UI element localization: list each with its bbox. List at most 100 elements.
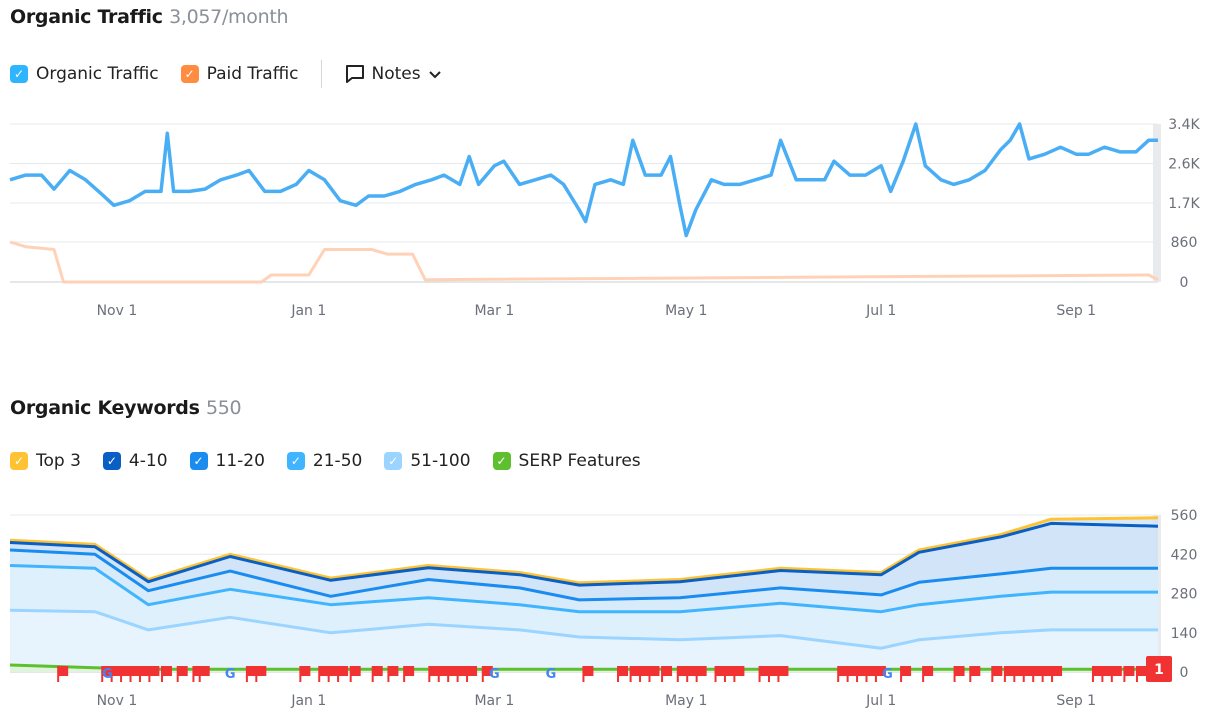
note-flag-icon[interactable] (327, 666, 339, 682)
y-tick-label: 0 (1180, 665, 1189, 681)
note-flag-icon[interactable] (991, 666, 1003, 682)
note-flag-icon[interactable] (138, 666, 150, 682)
legend-top3[interactable]: ✓ Top 3 (10, 451, 81, 471)
notes-dropdown[interactable]: Notes (344, 63, 443, 85)
legend-paid-traffic[interactable]: ✓ Paid Traffic (180, 64, 299, 84)
legend-51-100[interactable]: ✓ 51-100 (384, 451, 471, 471)
checkbox-icon[interactable]: ✓ (102, 452, 121, 470)
note-flag-icon[interactable] (676, 666, 688, 682)
note-flag-icon[interactable] (758, 666, 770, 682)
note-flag-icon[interactable] (1123, 666, 1135, 682)
chevron-down-icon (428, 71, 441, 79)
note-flag-icon[interactable] (837, 666, 849, 682)
note-flag-icon[interactable] (1101, 666, 1113, 682)
note-flag-icon[interactable] (639, 666, 651, 682)
series-line-11-20 (9, 548, 1158, 602)
note-flag-icon[interactable] (245, 666, 257, 682)
note-flag-icon[interactable] (428, 666, 440, 682)
x-tick-label: Jan 1 (290, 303, 326, 319)
note-flag-icon[interactable] (661, 666, 673, 682)
scroll-handle[interactable] (1153, 124, 1161, 282)
note-flag-icon[interactable] (856, 666, 868, 682)
google-update-icon[interactable]: G (882, 667, 893, 682)
note-flag-icon[interactable] (1110, 666, 1122, 682)
note-flag-icon[interactable] (198, 666, 210, 682)
note-flag-icon[interactable] (648, 666, 660, 682)
checkbox-icon[interactable]: ✓ (384, 452, 403, 470)
note-flag-icon[interactable] (456, 666, 468, 682)
legend-organic-traffic[interactable]: ✓ Organic Traffic (10, 64, 159, 84)
note-flag-icon[interactable] (1013, 666, 1025, 682)
note-flag-icon[interactable] (337, 666, 349, 682)
note-flag-icon[interactable] (1135, 666, 1147, 682)
note-flag-icon[interactable] (767, 666, 779, 682)
google-update-icon[interactable]: G (225, 667, 236, 682)
y-tick-label: 1.7K (1168, 196, 1200, 212)
note-flag-icon[interactable] (922, 666, 934, 682)
keywords-chart[interactable]: 560 420 280 140 0 Nov 1 Jan 1 Mar 1 May 1 Jul 1 Se… (0, 500, 1224, 717)
note-flag-icon[interactable] (299, 666, 311, 682)
note-flag-icon[interactable] (695, 666, 707, 682)
legend-11-20[interactable]: ✓ 11-20 (189, 451, 265, 471)
note-flag-icon[interactable] (349, 666, 361, 682)
checkbox-icon[interactable]: ✓ (10, 452, 28, 470)
note-flag-icon[interactable] (1051, 666, 1063, 682)
note-flag-icon[interactable] (723, 666, 735, 682)
note-flag-icon[interactable] (953, 666, 965, 682)
note-flag-icon[interactable] (582, 666, 594, 682)
checkbox-icon[interactable]: ✓ (286, 452, 305, 470)
note-flag-icon[interactable] (387, 666, 399, 682)
traffic-chart[interactable]: 3.4K 2.6K 1.7K 860 0 Nov 1 Jan 1 Mar 1 May 1 Jul … (0, 110, 1224, 330)
note-flag-icon[interactable] (176, 666, 188, 682)
note-flag-icon[interactable] (403, 666, 415, 682)
note-flag-icon[interactable] (629, 666, 641, 682)
note-flag-icon[interactable] (148, 666, 160, 682)
note-flag-icon[interactable] (865, 666, 877, 682)
note-flag-icon[interactable] (57, 666, 69, 682)
note-flag-icon[interactable] (1041, 666, 1053, 682)
note-flag-icon[interactable] (371, 666, 383, 682)
checkbox-icon[interactable]: ✓ (189, 452, 208, 470)
checkbox-icon[interactable]: ✓ (492, 452, 511, 470)
series-line-4-10 (9, 521, 1159, 587)
note-flag-icon[interactable] (318, 666, 330, 682)
y-tick-label: 280 (1171, 587, 1198, 603)
google-update-icon[interactable]: G (546, 667, 557, 682)
note-flag-icon[interactable] (714, 666, 726, 682)
google-update-icon[interactable]: G (102, 667, 113, 682)
note-flag-icon[interactable] (466, 666, 478, 682)
note-flag-icon[interactable] (617, 666, 629, 682)
note-flag-icon[interactable] (110, 666, 122, 682)
note-flag-icon[interactable] (437, 666, 449, 682)
note-flag-icon[interactable] (846, 666, 858, 682)
google-update-icon[interactable]: G (489, 667, 500, 682)
note-flag-icon[interactable] (101, 666, 113, 682)
legend-4-10[interactable]: ✓ 4-10 (102, 451, 168, 471)
note-flag-icon[interactable] (129, 666, 141, 682)
note-flag-icon[interactable] (900, 666, 912, 682)
note-flag-icon[interactable] (1091, 666, 1103, 682)
traffic-value: 3,057/month (169, 6, 289, 28)
series-line-top-3-total- (9, 516, 1159, 585)
note-flag-icon[interactable] (160, 666, 172, 682)
note-flag-icon[interactable] (1032, 666, 1044, 682)
legend-serp-features[interactable]: ✓ SERP Features (492, 451, 641, 471)
note-flag-icon[interactable] (686, 666, 698, 682)
note-flag-icon[interactable] (255, 666, 267, 682)
checkbox-icon[interactable]: ✓ (10, 65, 28, 83)
y-tick-label: 0 (1180, 275, 1189, 291)
note-flag-icon[interactable] (120, 666, 132, 682)
note-flag-icon[interactable] (1003, 666, 1015, 682)
y-tick-label: 560 (1171, 508, 1198, 524)
checkbox-icon[interactable]: ✓ (180, 65, 199, 83)
note-flag-icon[interactable] (1022, 666, 1034, 682)
legend-21-50[interactable]: ✓ 21-50 (286, 451, 362, 471)
note-flag-icon[interactable] (447, 666, 459, 682)
x-tick-label: Mar 1 (474, 693, 514, 709)
notes-badge[interactable] (1146, 656, 1172, 682)
note-flag-icon[interactable] (777, 666, 789, 682)
note-flag-icon[interactable] (969, 666, 981, 682)
note-flag-icon[interactable] (874, 666, 886, 682)
note-flag-icon[interactable] (733, 666, 745, 682)
note-flag-icon[interactable] (481, 666, 493, 682)
